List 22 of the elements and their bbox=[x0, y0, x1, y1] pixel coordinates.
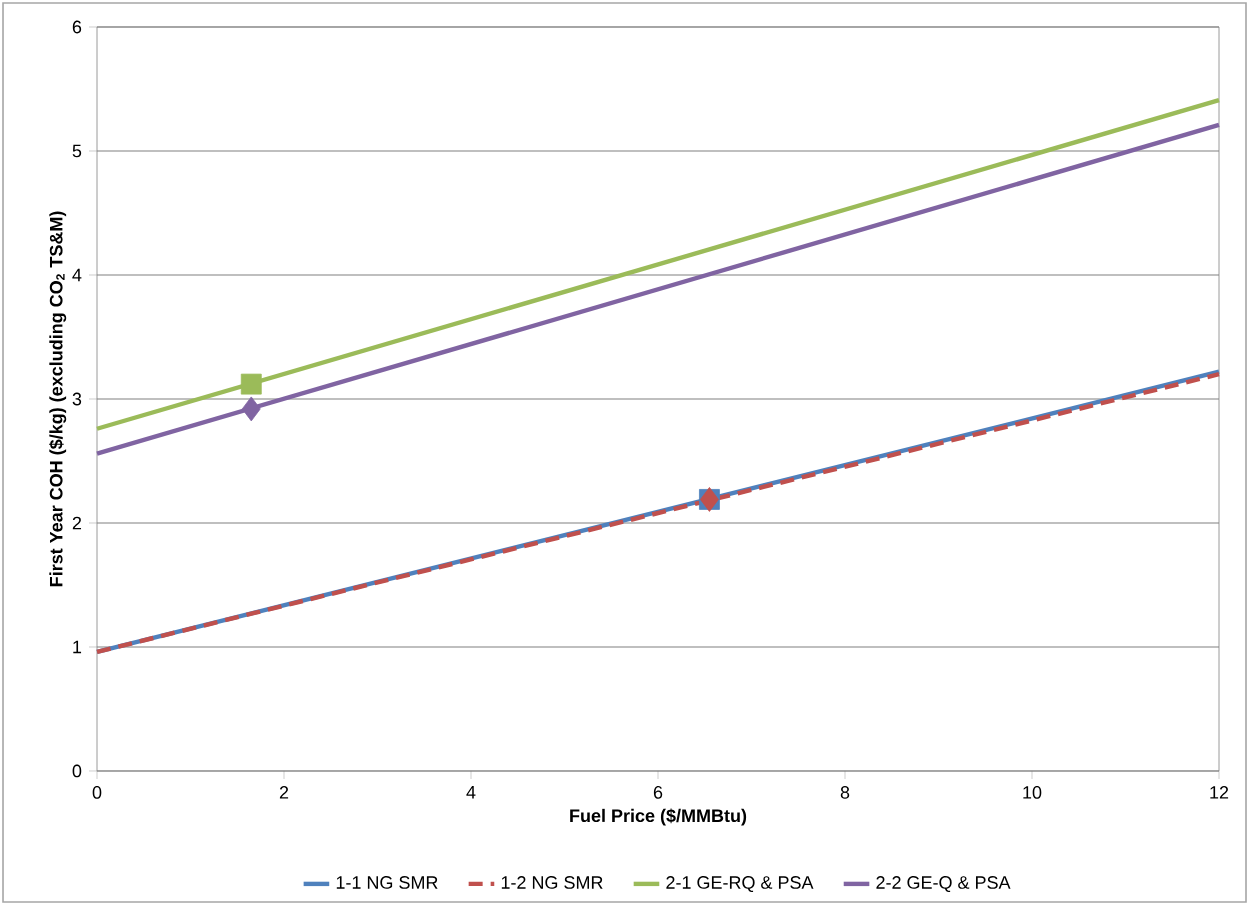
x-tick-label: 6 bbox=[653, 786, 663, 799]
x-tick-label: 4 bbox=[466, 786, 476, 799]
x-axis-title: Fuel Price ($/MMBtu) bbox=[570, 808, 747, 826]
y-tick-label: 6 bbox=[72, 20, 82, 34]
y-tick-label: 3 bbox=[72, 392, 82, 406]
x-tick-label: 10 bbox=[1023, 786, 1042, 799]
point bbox=[241, 396, 261, 422]
x-tick-label: 8 bbox=[840, 786, 850, 799]
legend-label: 2-2 GE-Q & PSA bbox=[876, 876, 1011, 893]
legend-label: 1-2 NG SMR bbox=[501, 876, 603, 889]
x-tick-label: 2 bbox=[279, 786, 289, 799]
y-tick-label: 1 bbox=[73, 640, 82, 654]
x-tick-label: 0 bbox=[92, 786, 102, 799]
y-tick-label: 2 bbox=[72, 516, 82, 530]
y-tick-label: 4 bbox=[72, 268, 82, 282]
point bbox=[240, 373, 262, 395]
y-tick-label: 0 bbox=[72, 764, 82, 778]
y-tick-label: 5 bbox=[72, 144, 82, 158]
x-tick-label: 12 bbox=[1210, 786, 1229, 799]
legend-label: 1-1 NG SMR bbox=[336, 876, 438, 889]
legend-label: 2-1 GE-RQ & PSA bbox=[666, 876, 814, 893]
y-axis-title: First Year COH ($/kg) (excluding CO$_{2}$ TS&M) bbox=[49, 211, 67, 587]
